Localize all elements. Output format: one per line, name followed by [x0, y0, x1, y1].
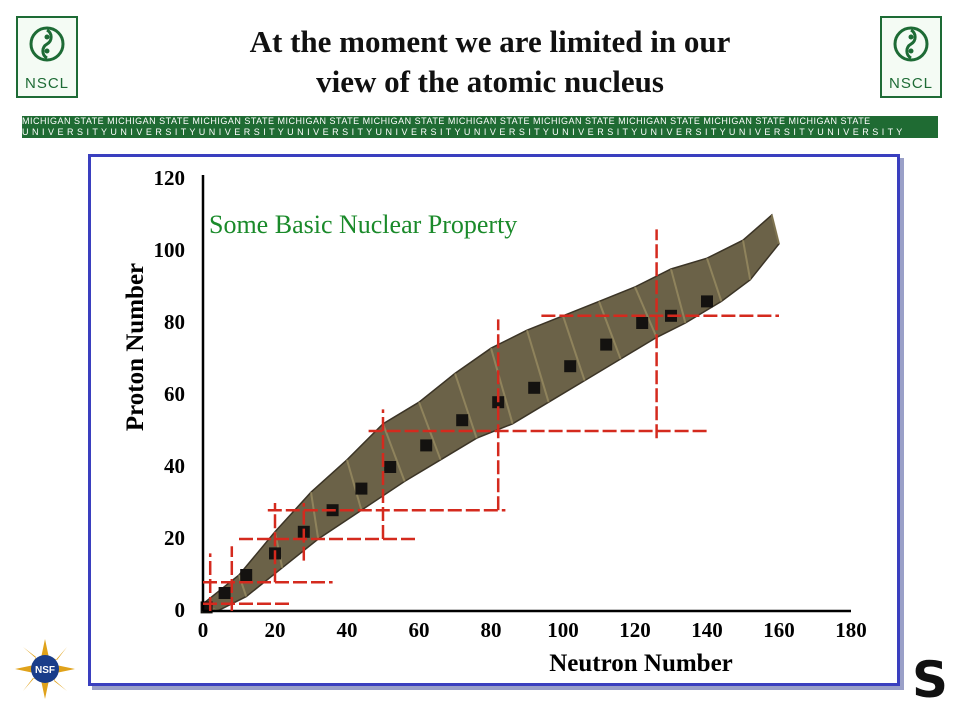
x-tick-label: 120: [619, 618, 651, 642]
band-texture: [526, 329, 550, 403]
nsf-logo: NSF: [15, 639, 75, 699]
stable-nucleus: [528, 381, 541, 394]
nscl-logo-left: NSCL: [16, 16, 78, 98]
stable-nucleus: [701, 295, 713, 308]
banner-bottom-text: U N I V E R S I T Y U N I V E R S I T Y …: [22, 127, 903, 137]
y-tick-label: 40: [164, 454, 185, 478]
nuclide-band: [201, 213, 780, 612]
band-texture: [634, 286, 658, 338]
nscl-logo-text: NSCL: [888, 75, 933, 92]
x-tick-label: 140: [691, 618, 723, 642]
stable-nucleus: [240, 569, 253, 581]
band-texture: [742, 240, 752, 280]
y-axis-label: Proton Number: [122, 263, 149, 431]
title-line-2: view of the atomic nucleus: [316, 64, 664, 99]
x-tick-label: 180: [835, 618, 867, 642]
nscl-swirl-icon: [893, 26, 929, 62]
x-axis-label: Neutron Number: [549, 650, 733, 677]
y-tick-label: 0: [175, 598, 186, 622]
band-texture: [454, 373, 478, 439]
stable-nucleus: [420, 439, 433, 452]
nscl-swirl-icon: [29, 26, 65, 62]
x-tick-label: 100: [547, 618, 579, 642]
stable-nucleus: [564, 360, 577, 373]
nscl-logo-right: NSCL: [880, 16, 942, 98]
band-texture: [310, 492, 320, 540]
band-texture: [706, 257, 723, 302]
msu-s-logo: S: [912, 651, 949, 709]
band-texture: [598, 301, 622, 360]
title-line-1: At the moment we are limited in our: [249, 24, 731, 59]
stable-nucleus: [636, 317, 649, 329]
stable-nucleus: [456, 414, 469, 427]
nuclear-chart: 0 20 40 60 80 100 120 140 160 180 0 20 40 60 80 100 120 N…: [122, 166, 867, 677]
band-texture: [346, 459, 363, 511]
y-tick-label: 60: [164, 382, 185, 406]
x-tick-label: 0: [198, 618, 209, 642]
x-tick-label: 160: [763, 618, 795, 642]
y-tick-label: 100: [154, 238, 186, 262]
msu-banner: MICHIGAN STATE MICHIGAN STATE MICHIGAN S…: [22, 116, 938, 138]
nsf-text: NSF: [35, 665, 55, 676]
stable-nucleus: [600, 338, 613, 351]
chart-annotation: Some Basic Nuclear Property: [209, 210, 517, 239]
x-tick-label: 80: [481, 618, 502, 642]
banner-top-text: MICHIGAN STATE MICHIGAN STATE MICHIGAN S…: [22, 116, 871, 126]
chart-frame: 0 20 40 60 80 100 120 140 160 180 0 20 40 60 80 100 120 N…: [88, 154, 900, 686]
slide-title: At the moment we are limited in our view…: [150, 22, 830, 102]
nscl-logo-text: NSCL: [24, 75, 69, 92]
band-texture: [670, 268, 687, 324]
stable-nucleus: [384, 461, 397, 473]
band-texture: [382, 423, 406, 482]
band-texture: [490, 347, 514, 425]
x-tick-label: 20: [265, 618, 286, 642]
stable-nucleus: [218, 587, 231, 599]
y-tick-label: 80: [164, 310, 185, 334]
y-tick-label: 20: [164, 526, 185, 550]
x-tick-label: 40: [337, 618, 358, 642]
x-tick-label: 60: [409, 618, 430, 642]
stable-nucleus: [355, 482, 368, 495]
y-tick-label: 120: [154, 166, 186, 190]
band-texture: [562, 315, 586, 381]
band-texture: [770, 214, 780, 245]
